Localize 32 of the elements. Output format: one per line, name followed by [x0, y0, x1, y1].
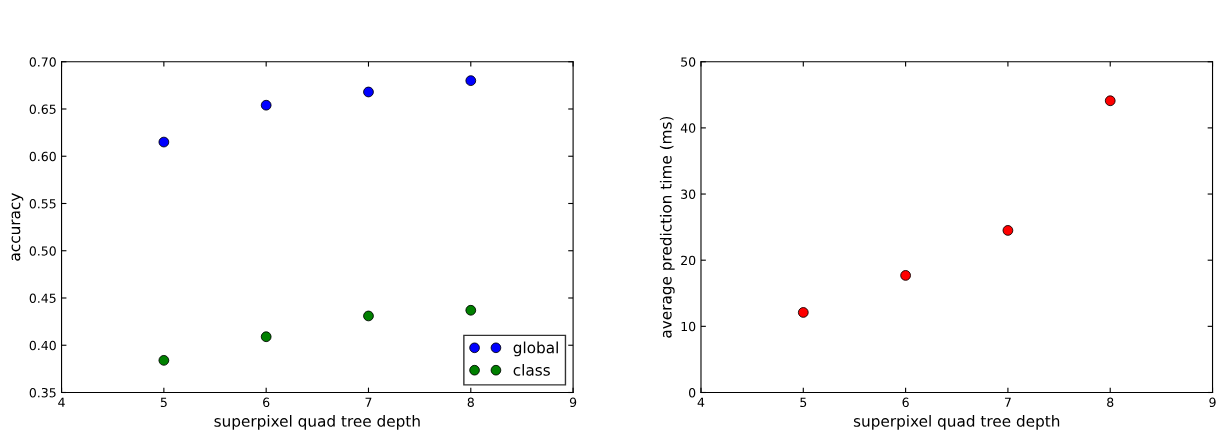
y-tick-label: 0 [689, 387, 696, 398]
x-tick-label: 6 [902, 397, 909, 408]
y-tick-label: 0.45 [29, 293, 56, 303]
y-tick-label: 0.50 [29, 246, 56, 256]
x-tick-label: 5 [800, 397, 807, 408]
y-tick-label: 20 [681, 255, 696, 266]
y-tick-label: 0.40 [29, 340, 56, 351]
y-tick-label: 40 [680, 123, 696, 133]
y-tick-label: 0.65 [29, 104, 56, 114]
y-tick-label: 0.55 [29, 198, 56, 209]
x-tick-label: 4 [697, 397, 705, 407]
x-tick-label: 6 [263, 397, 270, 408]
legend-label: class [513, 363, 550, 376]
x-axis-title: superpixel quad tree depth [853, 415, 1060, 430]
x-tick-label: 7 [1004, 397, 1011, 407]
y-axis-title: accuracy [11, 193, 24, 261]
x-tick-label: 8 [1107, 397, 1114, 408]
x-tick-label: 5 [160, 397, 167, 408]
x-tick-label: 4 [58, 397, 65, 407]
x-tick-label: 9 [569, 397, 577, 408]
y-tick-label: 50 [681, 57, 696, 67]
y-tick-label: 0.35 [29, 387, 56, 398]
legend-label: global [513, 341, 558, 357]
y-tick-label: 10 [681, 321, 696, 332]
x-axis-title: superpixel quad tree depth [214, 415, 420, 430]
y-axis-title: average prediction time (ms) [659, 116, 675, 338]
y-tick-label: 0.70 [29, 57, 56, 67]
x-tick-label: 8 [467, 397, 474, 408]
y-tick-label: 0.60 [29, 151, 56, 162]
y-tick-label: 30 [681, 189, 696, 199]
x-tick-label: 9 [1209, 397, 1216, 408]
x-tick-label: 7 [365, 397, 372, 407]
